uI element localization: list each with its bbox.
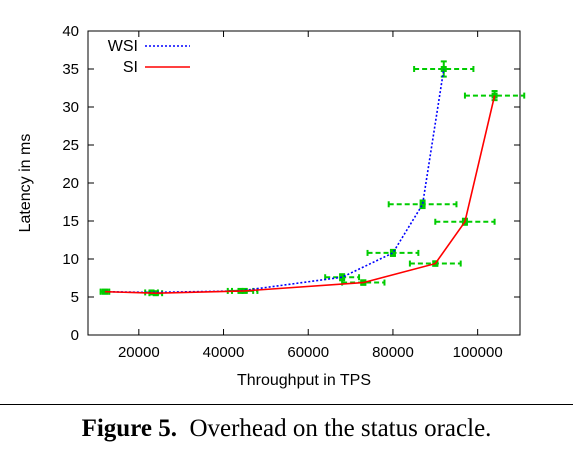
y-tick-label: 15 (62, 213, 79, 230)
y-tick-label: 20 (62, 175, 79, 192)
data-point-marker (389, 249, 396, 256)
axes: 0 5 10 15 20 25 30 35 40 20000 40000 60000 80000 1000… (62, 23, 520, 361)
x-tick-label: 60000 (287, 344, 329, 361)
y-tick-label: 35 (62, 61, 79, 78)
error-bar (387, 199, 458, 210)
x-tick-label: 20000 (118, 344, 160, 361)
figure-label: Figure 5. (81, 415, 177, 442)
data-point-marker (419, 201, 426, 208)
figure-caption: Figure 5. Overhead on the status oracle. (0, 415, 573, 443)
data-point-marker (339, 274, 346, 281)
plot-border (87, 30, 521, 336)
x-tick-label: 40000 (203, 344, 245, 361)
x-tick-label: 100000 (453, 344, 503, 361)
y-axis-title: Latency in ms (17, 134, 34, 233)
error-bar (324, 273, 361, 282)
y-tick-label: 25 (62, 137, 79, 154)
y-tick-label: 30 (62, 99, 79, 116)
y-tick-label: 0 (71, 327, 79, 344)
caption-divider (0, 404, 573, 405)
chart: 0 5 10 15 20 25 30 35 40 20000 40000 60000 80000 1000… (17, 23, 526, 389)
error-bar (366, 248, 420, 257)
legend-label-wsi: WSI (108, 38, 138, 55)
series-lines (104, 68, 496, 295)
y-tick-label: 10 (62, 251, 79, 268)
x-tick-label: 80000 (372, 344, 414, 361)
y-tick-label: 5 (71, 289, 79, 306)
series-line-si (104, 95, 496, 295)
plot-area (87, 30, 521, 336)
legend: WSI SI (108, 38, 190, 76)
x-axis-title: Throughput in TPS (237, 372, 371, 389)
legend-label-si: SI (123, 59, 138, 76)
y-tick-label: 40 (62, 23, 79, 40)
error-bars (99, 60, 526, 297)
series-line-wsi (104, 68, 445, 294)
figure-caption-text: Overhead on the status oracle. (189, 415, 492, 442)
